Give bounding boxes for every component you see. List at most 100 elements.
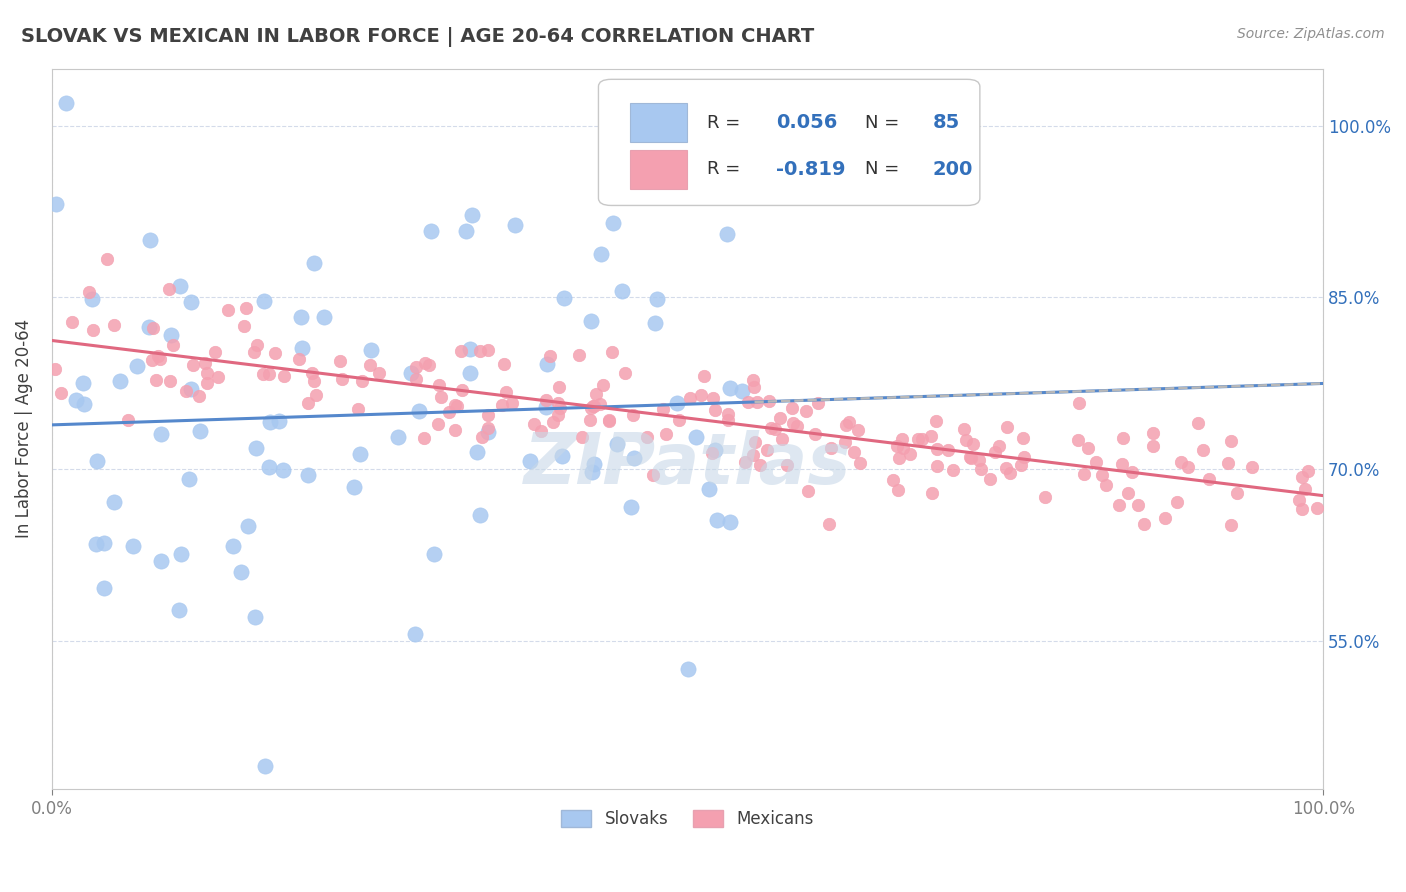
Point xyxy=(1170,455,1192,469)
Point xyxy=(536,357,558,371)
Point xyxy=(1121,465,1143,479)
Point xyxy=(259,416,281,430)
Point xyxy=(65,392,87,407)
Point xyxy=(183,358,205,372)
Point xyxy=(731,384,754,398)
Point xyxy=(446,399,468,413)
Point xyxy=(1073,467,1095,481)
Point xyxy=(925,414,948,428)
Text: N =: N = xyxy=(866,161,905,178)
Point xyxy=(290,310,312,324)
Point xyxy=(302,256,325,270)
Point xyxy=(235,301,257,315)
Point xyxy=(1241,459,1264,474)
Point xyxy=(1226,485,1249,500)
Point xyxy=(960,451,983,466)
Point xyxy=(437,405,460,419)
Point xyxy=(820,441,842,455)
Point xyxy=(987,440,1010,454)
Point xyxy=(245,337,267,351)
Point xyxy=(451,384,474,398)
Point xyxy=(898,447,921,461)
Point xyxy=(936,442,959,457)
Point xyxy=(103,318,125,333)
Point xyxy=(742,380,765,394)
Point xyxy=(491,398,513,412)
Point xyxy=(741,373,763,387)
Point xyxy=(734,455,756,469)
Point xyxy=(534,401,557,415)
Text: ZIPatlas: ZIPatlas xyxy=(524,431,851,500)
Point xyxy=(477,425,499,440)
Point xyxy=(180,382,202,396)
Point xyxy=(222,539,245,553)
Point xyxy=(770,432,793,446)
Text: Source: ZipAtlas.com: Source: ZipAtlas.com xyxy=(1237,27,1385,41)
Point xyxy=(970,462,993,476)
Point xyxy=(495,384,517,399)
Point xyxy=(579,401,602,416)
Point xyxy=(600,345,623,359)
Point xyxy=(606,437,628,451)
Point xyxy=(194,356,217,370)
Point xyxy=(167,603,190,617)
Point xyxy=(1112,431,1135,445)
Point xyxy=(1298,464,1320,478)
Y-axis label: In Labor Force | Age 20-64: In Labor Force | Age 20-64 xyxy=(15,319,32,539)
Point xyxy=(536,392,558,407)
Point xyxy=(139,233,162,247)
Point xyxy=(955,433,977,447)
Point xyxy=(846,423,869,437)
Point xyxy=(412,431,434,445)
Point xyxy=(195,376,218,390)
Point xyxy=(759,420,782,434)
Point xyxy=(1187,416,1209,430)
Point xyxy=(170,547,193,561)
Point xyxy=(744,434,766,449)
Point xyxy=(907,432,929,446)
Point xyxy=(959,450,981,464)
Point xyxy=(1085,455,1108,469)
Point xyxy=(103,495,125,509)
Point xyxy=(582,399,605,413)
Point xyxy=(776,458,799,472)
Point xyxy=(668,412,690,426)
Point xyxy=(644,316,666,330)
Point xyxy=(458,342,481,356)
Point xyxy=(501,396,523,410)
Point xyxy=(676,662,699,676)
Point xyxy=(547,380,569,394)
FancyBboxPatch shape xyxy=(630,103,688,143)
Point xyxy=(641,467,664,482)
Point xyxy=(238,519,260,533)
Point xyxy=(716,408,738,422)
Point xyxy=(359,359,381,373)
Point xyxy=(60,315,83,329)
Point xyxy=(312,310,335,324)
Point xyxy=(998,466,1021,480)
Point xyxy=(702,446,724,460)
FancyBboxPatch shape xyxy=(630,150,688,189)
Text: N =: N = xyxy=(866,113,905,132)
Point xyxy=(782,417,804,431)
Point xyxy=(547,408,569,422)
Point xyxy=(108,374,131,388)
Point xyxy=(180,294,202,309)
Point xyxy=(149,427,172,442)
Point xyxy=(1153,511,1175,525)
Point xyxy=(925,442,948,456)
Point xyxy=(889,450,911,465)
Point xyxy=(82,292,104,306)
Text: R =: R = xyxy=(707,113,745,132)
Point xyxy=(1191,442,1213,457)
Point xyxy=(882,473,904,487)
Point xyxy=(477,343,499,358)
Point xyxy=(93,535,115,549)
Point xyxy=(169,279,191,293)
Point xyxy=(942,463,965,477)
Point xyxy=(460,366,482,380)
Point xyxy=(697,482,720,496)
Point xyxy=(953,422,976,436)
Point xyxy=(1288,493,1310,508)
Point xyxy=(86,454,108,468)
